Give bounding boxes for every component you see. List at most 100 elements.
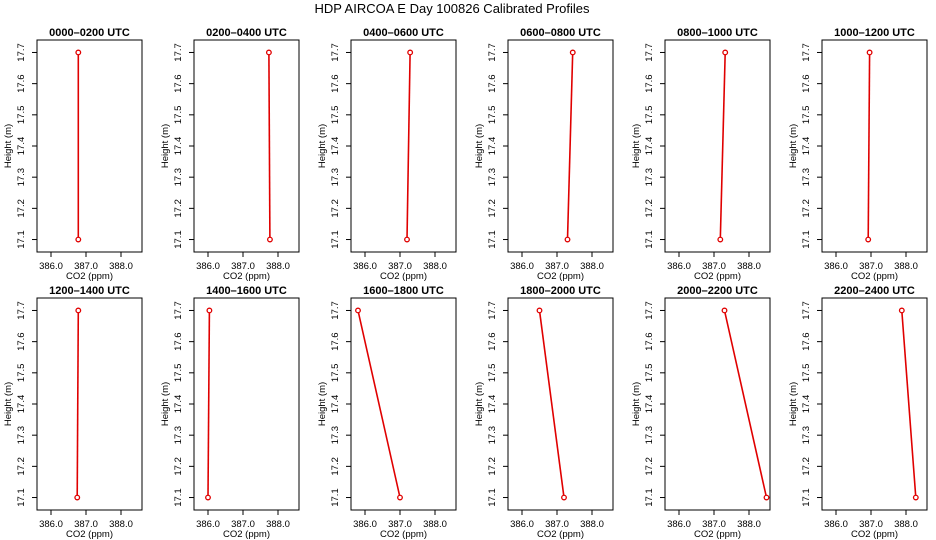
plot-frame: [36, 297, 143, 511]
y-tick-label: 17.6: [173, 74, 184, 93]
plot-frame: [36, 39, 143, 253]
y-tick-label: 17.6: [173, 332, 184, 351]
y-tick-label: 17.4: [644, 137, 655, 156]
x-tick-label: 387.0: [545, 519, 569, 530]
y-tick-label: 17.4: [173, 137, 184, 156]
panel-title: 1400–1600 UTC: [206, 285, 287, 297]
y-tick-label: 17.7: [644, 43, 655, 62]
y-tick-label: 17.2: [173, 199, 184, 218]
y-tick-label: 17.2: [487, 199, 498, 218]
plot-frame: [507, 39, 614, 253]
y-tick-label: 17.5: [173, 364, 184, 383]
plot-frame: [507, 297, 614, 511]
panel-title: 0600–0800 UTC: [520, 27, 601, 39]
y-tick-label: 17.3: [644, 426, 655, 445]
y-tick-label: 17.3: [330, 426, 341, 445]
x-tick-label: 386.0: [39, 261, 63, 272]
co2-data-point: [912, 494, 919, 501]
y-tick-label: 17.5: [16, 106, 27, 125]
y-tick-label: 17.3: [487, 168, 498, 187]
co2-data-point: [206, 307, 213, 314]
y-tick-label: 17.5: [173, 106, 184, 125]
x-axis-label: CO2 (ppm): [694, 271, 741, 282]
y-tick-label: 17.2: [644, 457, 655, 476]
y-tick-label: 17.2: [173, 457, 184, 476]
co2-data-point: [205, 494, 211, 501]
co2-profile-line: [76, 310, 80, 498]
x-axis-label: CO2 (ppm): [537, 529, 584, 540]
y-axis-label: Height (m): [317, 382, 328, 426]
co2-profile-line: [867, 52, 871, 240]
profile-panel: 2200–2400 UTC 386.0 387.0 388.0 17.1 17.2 17.3…: [788, 285, 928, 540]
plot-frame: [350, 297, 457, 511]
y-tick-label: 17.6: [16, 74, 27, 93]
x-tick-label: 386.0: [824, 261, 848, 272]
x-axis-label: CO2 (ppm): [223, 529, 270, 540]
y-axis-label: Height (m): [160, 382, 171, 426]
y-tick-label: 17.5: [487, 364, 498, 383]
x-tick-label: 387.0: [388, 261, 412, 272]
y-axis-label: Height (m): [788, 124, 799, 168]
profile-panel: 1000–1200 UTC 386.0 387.0 388.0 17.1 17.2 17.3…: [788, 27, 928, 282]
x-tick-label: 386.0: [39, 519, 63, 530]
y-tick-label: 17.7: [16, 43, 27, 62]
x-tick-label: 386.0: [510, 261, 534, 272]
co2-data-point: [75, 236, 82, 243]
co2-data-point: [898, 307, 905, 314]
panel-title: 0800–1000 UTC: [677, 27, 758, 39]
y-tick-label: 17.1: [801, 488, 812, 507]
y-tick-label: 17.7: [173, 43, 184, 62]
x-tick-label: 387.0: [388, 519, 412, 530]
y-tick-label: 17.7: [173, 301, 184, 320]
y-tick-label: 17.5: [330, 106, 341, 125]
x-axis-label: CO2 (ppm): [851, 529, 898, 540]
y-tick-label: 17.3: [16, 426, 27, 445]
y-tick-label: 17.3: [330, 168, 341, 187]
y-tick-label: 17.3: [487, 426, 498, 445]
x-tick-label: 387.0: [702, 519, 726, 530]
y-axis-label: Height (m): [160, 124, 171, 168]
y-tick-label: 17.3: [173, 168, 184, 187]
x-axis-label: CO2 (ppm): [694, 529, 741, 540]
plot-frame: [193, 39, 300, 253]
y-tick-label: 17.7: [330, 43, 341, 62]
y-tick-label: 17.3: [801, 168, 812, 187]
y-tick-label: 17.5: [330, 364, 341, 383]
x-tick-label: 387.0: [859, 519, 883, 530]
y-axis-label: Height (m): [3, 124, 14, 168]
y-tick-label: 17.1: [173, 230, 184, 249]
x-tick-label: 388.0: [894, 519, 918, 530]
x-tick-label: 388.0: [894, 261, 918, 272]
y-tick-label: 17.7: [801, 43, 812, 62]
co2-data-point: [404, 236, 410, 243]
panel-title: 1800–2000 UTC: [520, 285, 601, 297]
co2-data-point: [75, 307, 82, 314]
y-tick-label: 17.2: [487, 457, 498, 476]
x-tick-label: 388.0: [580, 519, 604, 530]
y-tick-label: 17.7: [330, 301, 341, 320]
co2-profile-line: [901, 310, 917, 498]
y-tick-label: 17.1: [16, 230, 27, 249]
y-axis-label: Height (m): [317, 124, 328, 168]
y-tick-label: 17.5: [16, 364, 27, 383]
x-tick-label: 386.0: [353, 261, 377, 272]
y-tick-label: 17.6: [801, 332, 812, 351]
x-tick-label: 388.0: [423, 519, 447, 530]
y-tick-label: 17.6: [330, 332, 341, 351]
x-tick-label: 387.0: [702, 261, 726, 272]
x-tick-label: 386.0: [824, 519, 848, 530]
y-tick-label: 17.7: [801, 301, 812, 320]
co2-data-point: [866, 49, 873, 56]
x-tick-label: 387.0: [74, 519, 98, 530]
y-tick-label: 17.7: [487, 301, 498, 320]
panel-title: 2200–2400 UTC: [834, 285, 915, 297]
y-axis-label: Height (m): [631, 124, 642, 168]
plot-frame: [664, 297, 771, 511]
y-tick-label: 17.6: [487, 332, 498, 351]
x-tick-label: 388.0: [109, 261, 133, 272]
y-tick-label: 17.2: [16, 457, 27, 476]
y-tick-label: 17.7: [644, 301, 655, 320]
x-axis-label: CO2 (ppm): [66, 271, 113, 282]
panels-grid: 0000–0200 UTC 386.0 387.0 388.0 17.1 17.2 17.3…: [3, 27, 928, 540]
x-axis-label: CO2 (ppm): [851, 271, 898, 282]
